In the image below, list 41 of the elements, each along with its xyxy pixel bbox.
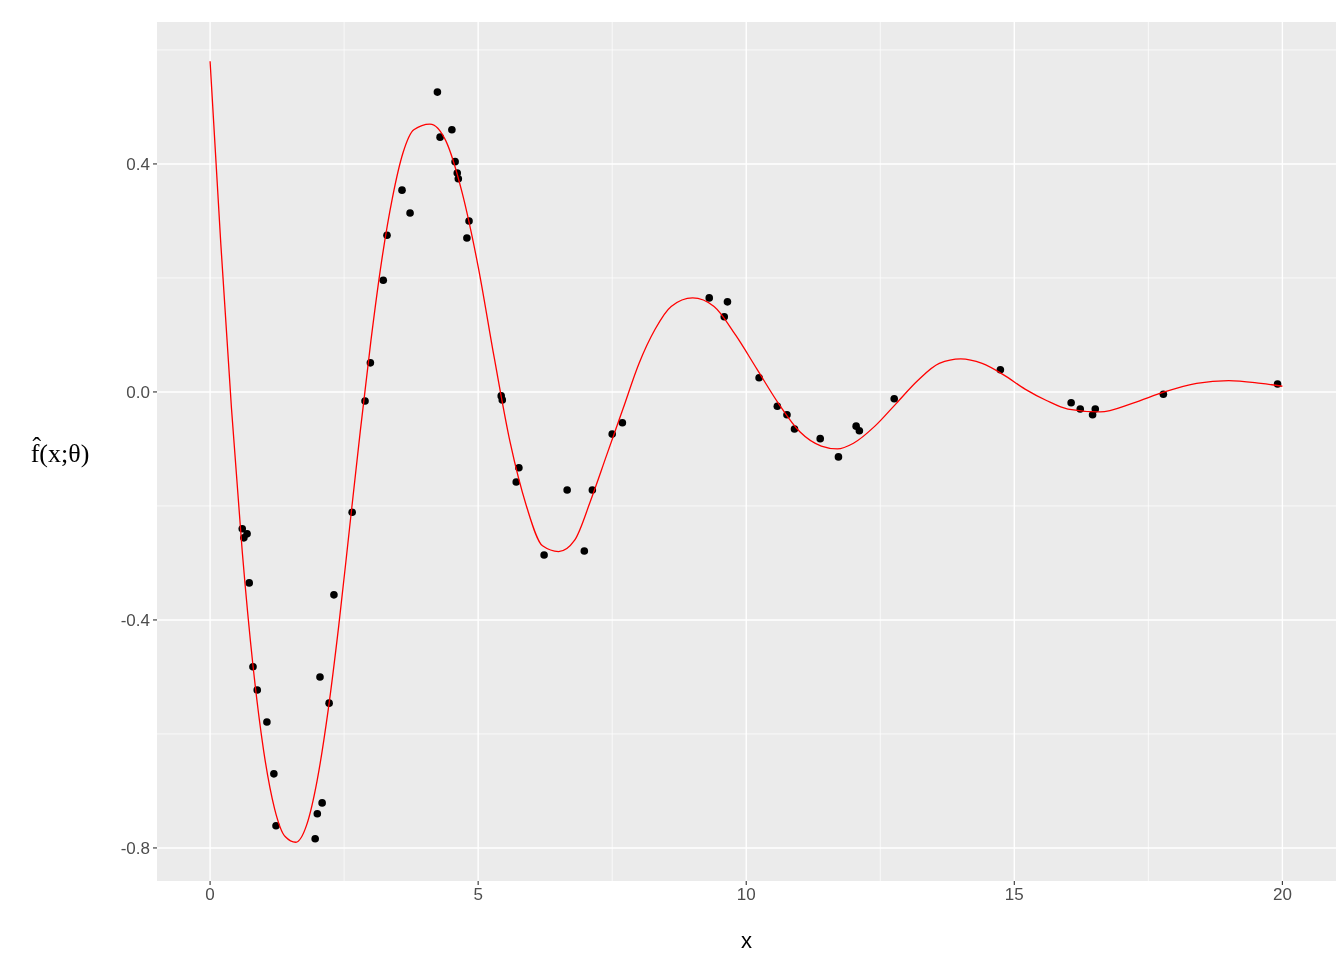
x-tick-label: 10 <box>736 885 756 904</box>
y-axis-title: f̂(x;θ) <box>30 437 90 468</box>
y-tick-label: 0.4 <box>126 154 150 174</box>
point <box>318 799 326 807</box>
point <box>245 579 254 587</box>
line-series <box>209 60 1284 843</box>
point <box>316 673 324 681</box>
point <box>379 276 388 285</box>
point <box>563 486 571 494</box>
point <box>406 209 414 217</box>
point <box>448 125 456 134</box>
point <box>433 88 442 96</box>
y-tick-label: 0.0 <box>126 382 150 402</box>
point <box>723 298 732 306</box>
point <box>270 770 278 778</box>
point <box>618 418 627 427</box>
point <box>263 718 271 726</box>
x-tick-label: 0 <box>205 885 215 904</box>
x-tick-label: 15 <box>1004 885 1024 904</box>
x-axis-title: x <box>741 928 752 953</box>
point <box>512 478 521 486</box>
point <box>398 186 406 194</box>
point <box>540 551 548 559</box>
y-tick-label: -0.8 <box>120 838 150 858</box>
point <box>330 591 338 599</box>
point <box>463 234 471 242</box>
x-tick-label: 5 <box>473 885 483 904</box>
point <box>436 133 444 141</box>
point <box>834 453 843 461</box>
point <box>580 547 589 555</box>
point <box>311 835 319 843</box>
y-tick-label: -0.4 <box>120 610 150 630</box>
point <box>890 394 899 403</box>
point <box>816 434 825 443</box>
point <box>705 294 714 302</box>
point <box>243 530 251 538</box>
point <box>855 426 864 435</box>
point <box>272 821 280 830</box>
point <box>313 809 322 818</box>
point <box>1067 398 1075 407</box>
x-tick-label: 20 <box>1272 885 1292 904</box>
